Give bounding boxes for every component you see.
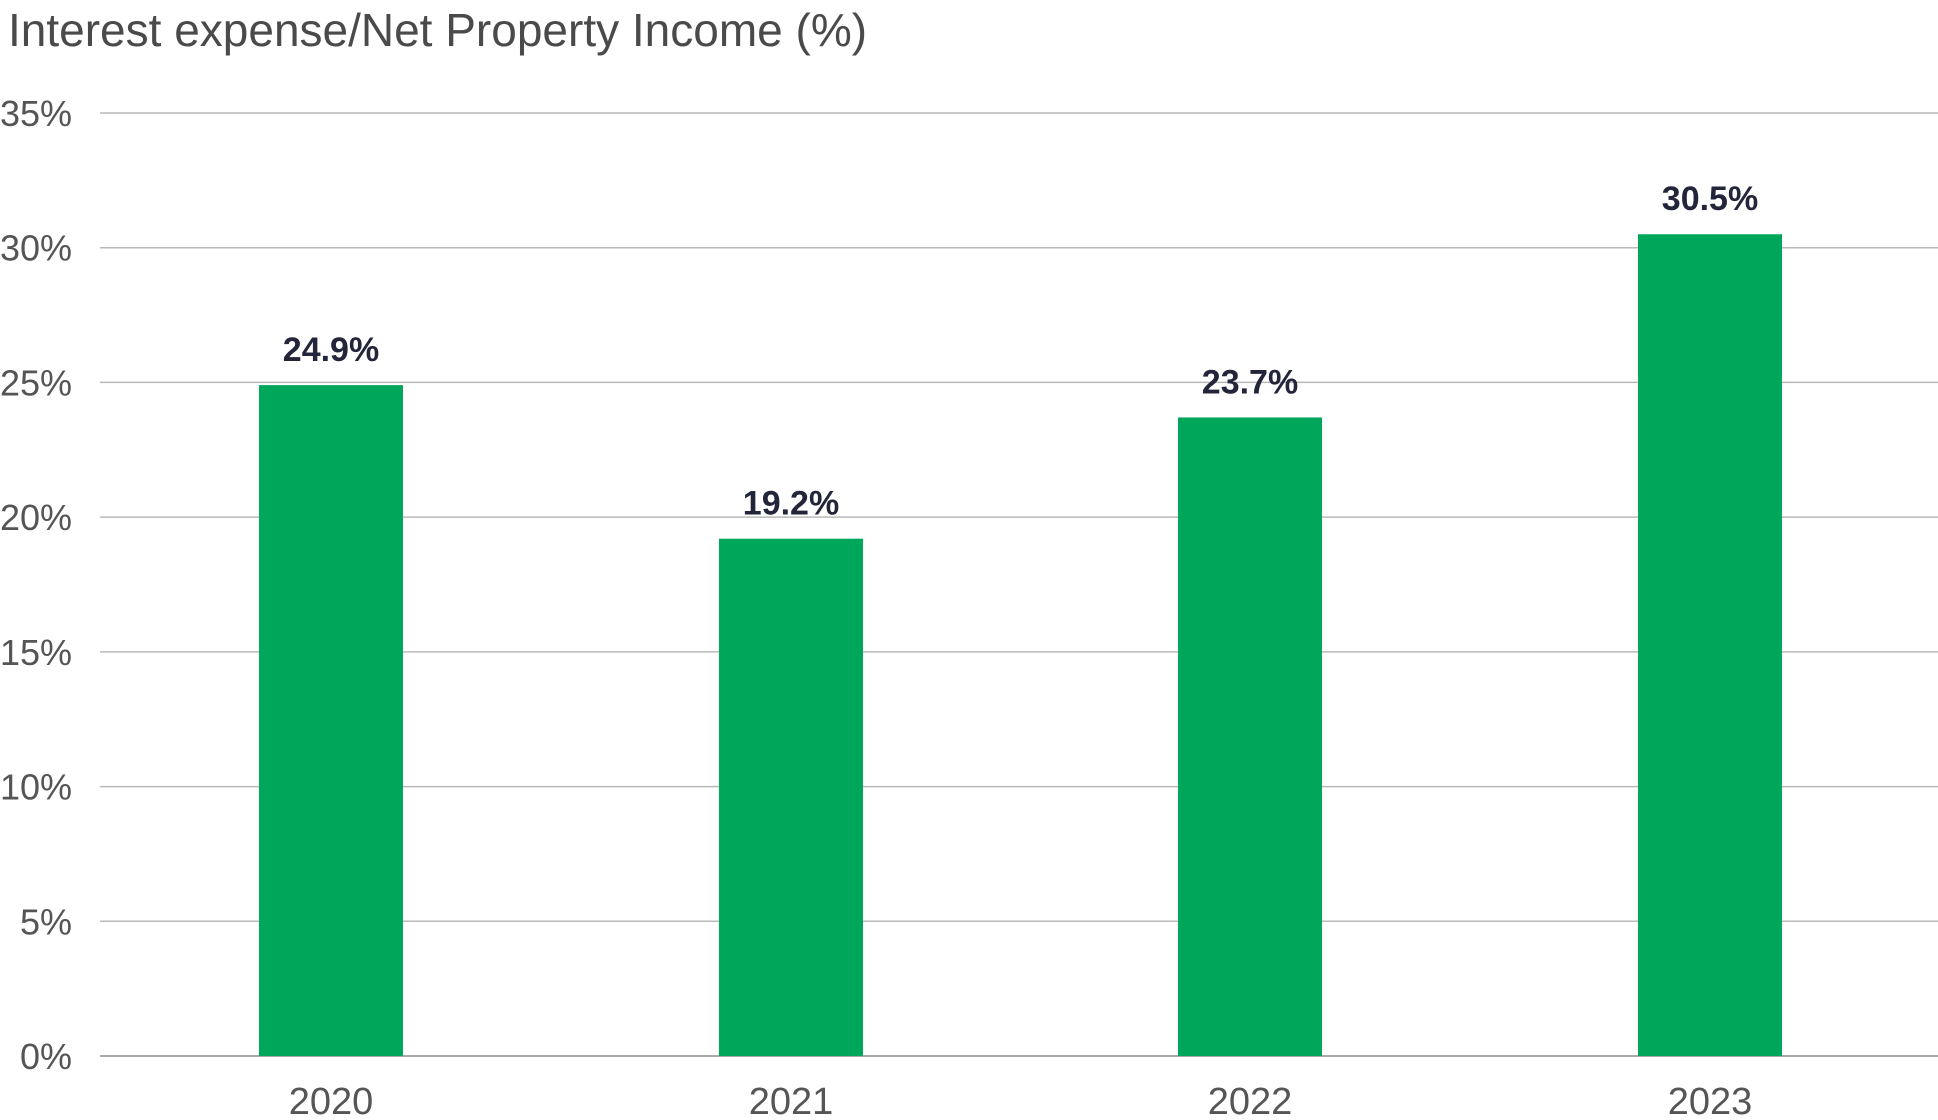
x-tick-label: 2023: [1668, 1081, 1753, 1120]
value-labels: 24.9% 19.2% 23.7% 30.5%: [283, 180, 1758, 522]
x-tick-label: 2021: [749, 1081, 834, 1120]
y-tick-label: 25%: [0, 362, 72, 403]
y-axis-ticks: 0% 5% 10% 15% 20% 25% 30% 35%: [0, 93, 72, 1077]
y-tick-label: 30%: [0, 228, 72, 269]
y-tick-label: 15%: [0, 632, 72, 673]
value-label: 30.5%: [1662, 180, 1758, 218]
chart-title: Interest expense/Net Property Income (%): [8, 4, 867, 56]
bar-2020: [259, 385, 403, 1056]
x-tick-label: 2020: [289, 1081, 374, 1120]
x-tick-label: 2022: [1208, 1081, 1293, 1120]
y-tick-label: 5%: [20, 901, 72, 942]
value-label: 24.9%: [283, 331, 379, 369]
x-axis-ticks: 2020 2021 2022 2023: [289, 1081, 1753, 1120]
value-label: 23.7%: [1202, 363, 1298, 401]
value-label: 19.2%: [743, 485, 839, 523]
gridlines: [100, 112, 1938, 1057]
y-tick-label: 20%: [0, 497, 72, 538]
bar-2023: [1638, 234, 1782, 1056]
bar-2022: [1178, 417, 1322, 1056]
bar-2021: [719, 538, 863, 1056]
y-tick-label: 35%: [0, 93, 72, 134]
bars: [259, 234, 1782, 1056]
y-tick-label: 10%: [0, 767, 72, 808]
y-tick-label: 0%: [20, 1036, 72, 1077]
